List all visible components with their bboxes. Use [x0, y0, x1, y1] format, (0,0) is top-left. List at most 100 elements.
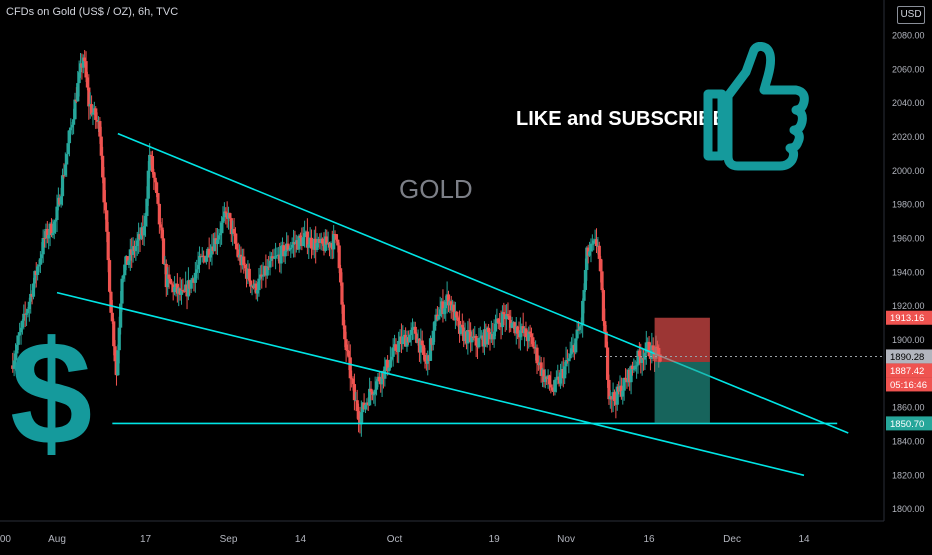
candle-body — [213, 238, 217, 252]
candle-body — [228, 213, 232, 219]
candle-body — [235, 243, 239, 250]
candle-body — [605, 347, 610, 380]
candle-body — [233, 233, 238, 244]
candle-body — [116, 350, 120, 376]
candle-body — [502, 312, 506, 315]
candle-body — [290, 244, 294, 248]
y-tick-label: 1800.00 — [892, 504, 925, 514]
candle-body — [62, 175, 66, 177]
candle-body — [286, 243, 290, 251]
candle-body — [338, 268, 343, 283]
candle-body — [493, 323, 498, 332]
candle-body — [78, 63, 83, 73]
candle-body — [621, 390, 625, 397]
candle-body — [401, 336, 405, 345]
candle-body — [95, 119, 99, 122]
candle-body — [146, 170, 150, 199]
candle-body — [599, 258, 603, 272]
candle-body — [161, 238, 166, 265]
y-tick-label: 1820.00 — [892, 470, 925, 480]
trendline — [56, 291, 805, 477]
candle-body — [498, 322, 502, 324]
candle-body — [134, 245, 138, 252]
candle-body — [377, 376, 381, 382]
candle-body — [254, 283, 258, 294]
candle-body — [601, 290, 606, 322]
x-tick-label: 17 — [140, 534, 152, 545]
candle-body — [568, 353, 572, 359]
candle-body — [341, 304, 345, 326]
candle-body — [437, 316, 441, 320]
candle-body — [128, 249, 132, 261]
candle-body — [528, 331, 532, 334]
candle-body — [160, 227, 164, 239]
candle-body — [221, 217, 225, 223]
currency-badge[interactable]: USD — [897, 6, 925, 24]
candle-body — [632, 369, 636, 371]
candle-body — [218, 233, 222, 236]
candle-body — [81, 57, 85, 68]
price-tag-target-top-bg — [886, 310, 932, 325]
candle-body — [215, 239, 220, 245]
candle-body — [159, 224, 163, 228]
candle-body — [65, 154, 69, 165]
y-tick-label: 2080.00 — [892, 31, 925, 41]
target-zone — [654, 361, 710, 424]
candle-body — [630, 365, 635, 370]
candle-body — [197, 256, 202, 265]
candle-body — [72, 119, 76, 125]
candle-body — [307, 244, 311, 248]
candle-body — [492, 331, 496, 340]
candle-body — [343, 325, 347, 340]
candle-body — [156, 193, 160, 204]
candle-body — [94, 108, 98, 120]
candle-body — [644, 342, 648, 353]
price-tag-countdown-bg — [886, 377, 932, 392]
candle-body — [26, 309, 30, 314]
candle-body — [24, 313, 29, 315]
y-tick-label: 1960.00 — [892, 234, 925, 244]
candle-body — [16, 335, 20, 345]
candle-body — [587, 251, 592, 256]
y-tick-label: 1840.00 — [892, 436, 925, 446]
candle-body — [549, 384, 553, 388]
price-tag-prev: 1887.42 — [890, 366, 924, 377]
candle-body — [301, 237, 305, 246]
candle-body — [420, 340, 424, 346]
candle-body — [612, 392, 617, 402]
candle-body — [325, 236, 329, 245]
candle-body — [33, 271, 37, 284]
candle-body — [391, 347, 395, 357]
candle-body — [603, 321, 607, 332]
y-tick-label: 2040.00 — [892, 98, 925, 108]
candle-body — [283, 250, 287, 257]
y-tick-label: 1860.00 — [892, 403, 925, 413]
candle-body — [59, 196, 63, 205]
candle-body — [36, 266, 40, 275]
y-tick-label: 2000.00 — [892, 166, 925, 176]
price-tag-countdown: 05:16:46 — [890, 380, 927, 391]
candle-body — [182, 290, 186, 292]
candle-body — [45, 228, 49, 239]
price-tag-last-bg — [886, 349, 932, 364]
candle-body — [506, 314, 510, 316]
candle-body — [15, 344, 19, 354]
x-tick-label: Dec — [723, 534, 741, 545]
x-tick-label: :00 — [0, 534, 11, 545]
chart-title: CFDs on Gold (US$ / OZ), 6h, TVC — [6, 6, 179, 18]
candle-body — [55, 206, 59, 221]
candle-body — [487, 327, 491, 333]
candle-body — [236, 249, 240, 258]
trendline — [117, 132, 849, 434]
candle-body — [578, 326, 582, 330]
candle-body — [321, 238, 325, 244]
y-tick-label: 1920.00 — [892, 301, 925, 311]
candle-body — [19, 327, 23, 333]
candle-body — [298, 235, 303, 238]
candle-body — [547, 375, 552, 385]
candle-body — [583, 269, 588, 291]
candle-body — [117, 327, 121, 351]
candle-body — [474, 335, 478, 346]
